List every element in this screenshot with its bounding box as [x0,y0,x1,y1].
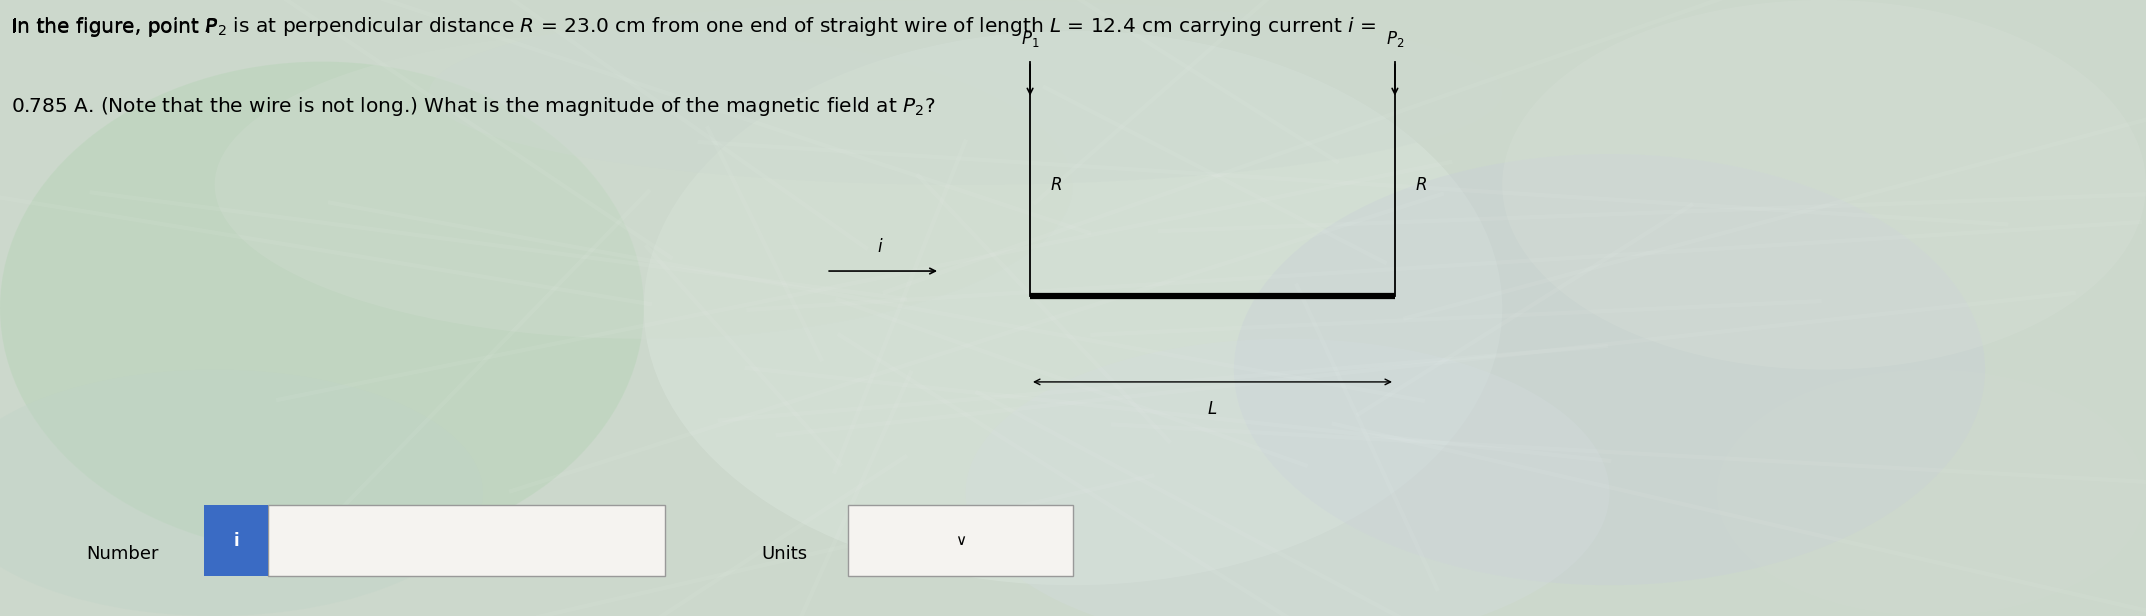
Text: In the figure, point P: In the figure, point P [11,18,217,38]
Ellipse shape [1717,370,2146,616]
Text: $i$: $i$ [876,238,884,256]
Text: $R$: $R$ [1414,176,1427,194]
Text: $P_1$: $P_1$ [1021,30,1039,49]
Ellipse shape [0,370,483,616]
FancyBboxPatch shape [204,505,268,576]
Text: ∨: ∨ [955,533,966,548]
Text: In the figure, point $P_2$ is at perpendicular distance $R$ = 23.0 cm from one e: In the figure, point $P_2$ is at perpend… [11,15,1376,38]
FancyBboxPatch shape [848,505,1073,576]
Text: Units: Units [762,545,807,564]
Ellipse shape [1502,0,2146,370]
Text: $L$: $L$ [1208,400,1217,418]
Text: $R$: $R$ [1049,176,1062,194]
Ellipse shape [644,31,1502,585]
Text: $P_2$: $P_2$ [1386,30,1403,49]
Ellipse shape [966,339,1610,616]
Ellipse shape [429,0,1502,185]
FancyBboxPatch shape [268,505,665,576]
Text: i: i [234,532,238,549]
Text: 0.785 A. (Note that the wire is not long.) What is the magnitude of the magnetic: 0.785 A. (Note that the wire is not long… [11,95,936,118]
Ellipse shape [1234,154,1985,585]
Ellipse shape [215,31,1073,339]
Ellipse shape [0,62,644,554]
Text: Number: Number [86,545,159,564]
